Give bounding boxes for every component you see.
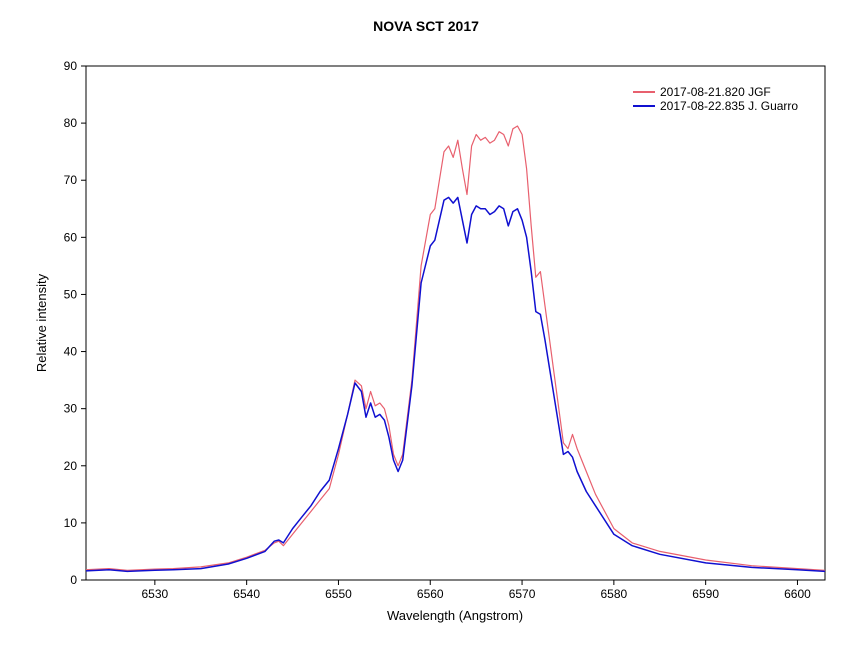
y-tick-label: 90: [64, 59, 78, 73]
y-tick-label: 40: [64, 345, 78, 359]
y-tick-label: 30: [64, 402, 78, 416]
x-axis: 6530 6540 6550 6560 6570 6580 6590 6600: [141, 580, 811, 601]
x-tick-label: 6590: [692, 587, 719, 601]
legend-label-1: 2017-08-21.820 JGF: [660, 85, 771, 99]
x-axis-label: Wavelength (Angstrom): [387, 608, 523, 623]
y-tick-label: 50: [64, 287, 78, 301]
x-tick-label: 6530: [141, 587, 168, 601]
plot-area: [85, 65, 826, 581]
legend-label-2: 2017-08-22.835 J. Guarro: [660, 99, 798, 113]
series-line-2: [85, 196, 826, 573]
x-tick-label: 6600: [784, 587, 811, 601]
y-tick-label: 0: [70, 573, 77, 587]
y-tick-label: 20: [64, 459, 78, 473]
y-tick-label: 80: [64, 116, 78, 130]
y-tick-label: 10: [64, 516, 78, 530]
x-tick-label: 6550: [325, 587, 352, 601]
y-tick-label: 60: [64, 230, 78, 244]
y-axis-label: Relative intensity: [34, 273, 49, 372]
series-line-1: [85, 125, 826, 571]
y-tick-label: 70: [64, 173, 78, 187]
x-tick-label: 6560: [417, 587, 444, 601]
x-tick-label: 6570: [509, 587, 536, 601]
chart-title: NOVA SCT 2017: [373, 18, 479, 34]
y-axis: 0 10 20 30 40 50 60 70 80 90: [64, 59, 86, 587]
series-group: [85, 125, 826, 573]
x-tick-label: 6540: [233, 587, 260, 601]
x-tick-label: 6580: [601, 587, 628, 601]
